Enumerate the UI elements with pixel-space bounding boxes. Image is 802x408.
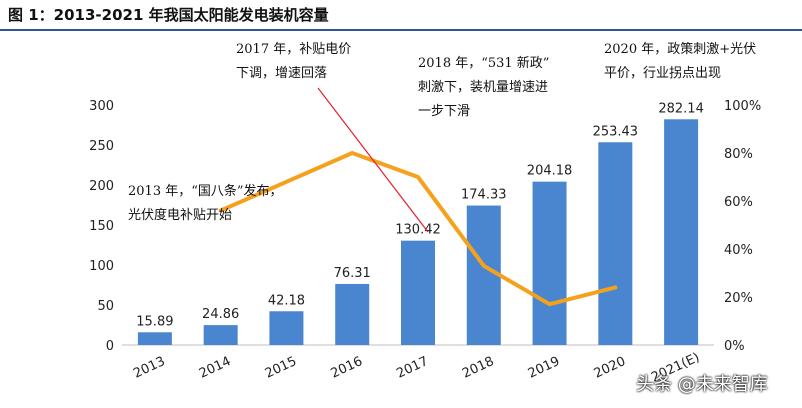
annotation-2017-line2: 下调，增速回落 (236, 66, 328, 81)
annotation-2018-line2: 刺激下，装机量增速进 (418, 80, 549, 95)
bar-value-label: 174.33 (461, 188, 507, 203)
annotation-2017-line1: 2017 年，补贴电价 (236, 42, 352, 57)
bar (401, 240, 435, 345)
bar (335, 283, 370, 345)
y-right-tick-label: 0% (724, 339, 745, 354)
y-left-tick-label: 150 (89, 219, 114, 234)
y-left-tick-label: 300 (89, 99, 114, 114)
bar-value-label: 24.86 (202, 307, 239, 322)
y-right-tick-label: 20% (724, 291, 753, 306)
annotation-2020-line1: 2020 年，政策刺激+光伏 (604, 42, 757, 57)
bar (269, 311, 304, 345)
figure-title: 图 1：2013-2021 年我国太阳能发电装机容量 (8, 6, 329, 24)
bar-value-label: 76.31 (334, 266, 371, 281)
bar-value-label: 282.14 (658, 101, 704, 116)
y-left-tick-label: 250 (89, 139, 114, 154)
bar (598, 142, 633, 345)
bar (466, 205, 501, 345)
title-rule (0, 29, 802, 31)
bar (137, 332, 172, 345)
annotation-2018-line1: 2018 年，“531 新政” (418, 56, 550, 71)
annotation-2017: 2017 年，补贴电价 下调，增速回落 (236, 38, 351, 86)
annotation-2020-line2: 平价，行业拐点出现 (604, 66, 722, 81)
bar-value-label: 204.18 (527, 164, 573, 179)
bar (203, 325, 238, 345)
y-right-tick-label: 40% (724, 243, 753, 258)
watermark: 头条 @未来智库 (636, 374, 768, 395)
annotation-2013-line2: 光伏度电补贴开始 (128, 208, 233, 223)
x-tick-label: 2016 (329, 354, 365, 382)
annotation-2018: 2018 年，“531 新政” 刺激下，装机量增速进 一步下滑 (418, 52, 549, 124)
y-left-tick-label: 0 (106, 339, 114, 354)
annotation-2013: 2013 年，“国八条”发布， 光伏度电补贴开始 (128, 180, 283, 228)
bar (532, 181, 567, 345)
annotation-arrow-line (317, 87, 429, 233)
x-tick-label: 2014 (197, 354, 233, 382)
annotation-2020: 2020 年，政策刺激+光伏 平价，行业拐点出现 (604, 38, 756, 86)
y-left-tick-label: 100 (89, 259, 114, 274)
bar-value-label: 42.18 (268, 293, 305, 308)
x-tick-label: 2020 (592, 354, 628, 382)
y-right-tick-label: 60% (724, 195, 753, 210)
bar-value-label: 253.43 (593, 124, 639, 139)
x-tick-label: 2015 (263, 354, 299, 382)
x-tick-label: 2017 (394, 354, 430, 382)
annotation-2013-line1: 2013 年，“国八条”发布， (128, 184, 283, 199)
y-left-tick-label: 50 (97, 299, 114, 314)
y-right-tick-label: 100% (724, 99, 761, 114)
x-tick-label: 2018 (460, 354, 496, 382)
annotation-2018-line3: 一步下滑 (418, 104, 471, 119)
y-right-tick-label: 80% (724, 147, 753, 162)
x-tick-label: 2013 (131, 354, 167, 382)
bar-value-label: 15.89 (136, 314, 173, 329)
bar (664, 119, 699, 346)
x-tick-label: 2019 (526, 354, 562, 382)
y-left-tick-label: 200 (89, 179, 114, 194)
bar-value-label: 130.42 (395, 223, 441, 238)
